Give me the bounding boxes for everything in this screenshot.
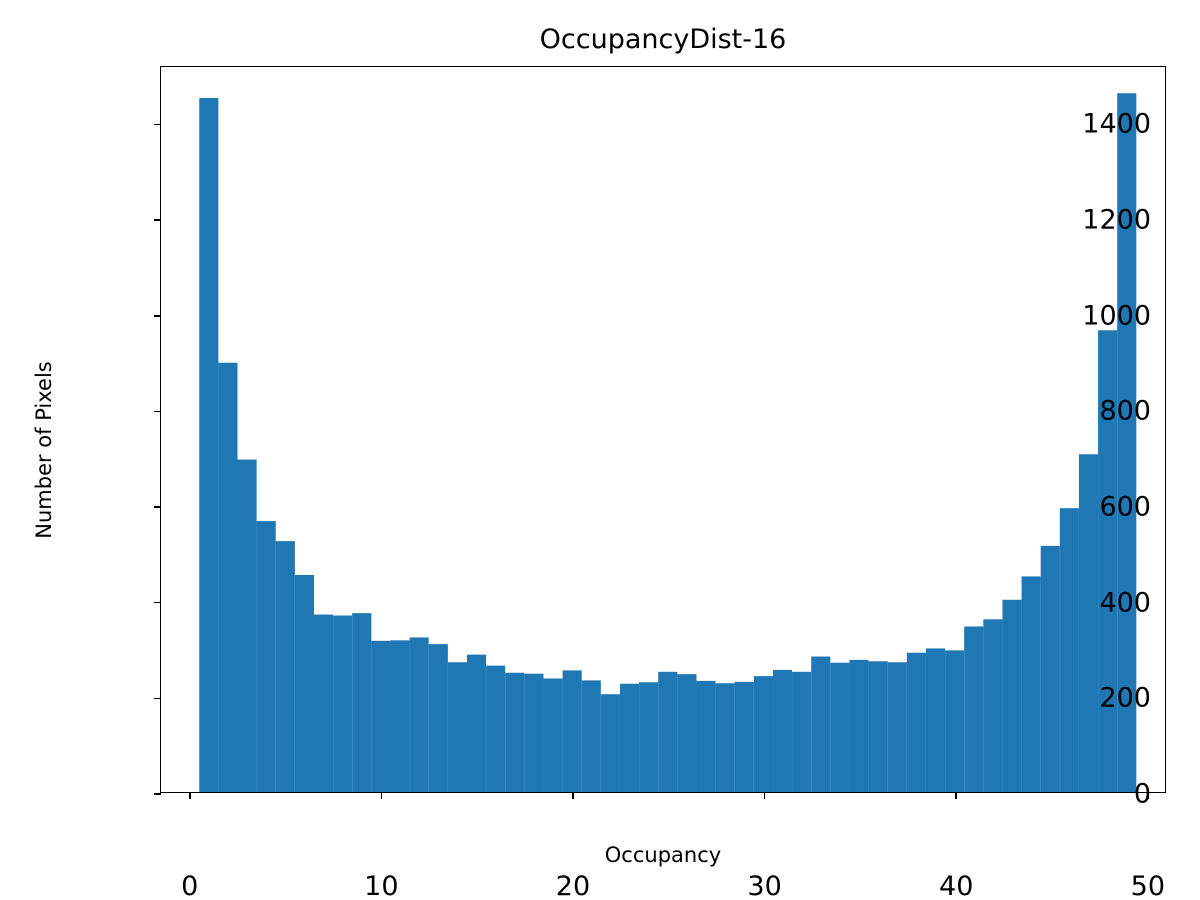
histogram-bar [352,613,372,792]
histogram-bar [906,652,926,792]
histogram-bar [772,669,793,792]
histogram-bar [1078,454,1099,792]
x-tick-label: 40 [939,871,974,900]
x-tick-label: 0 [181,871,199,900]
histogram-bar [428,644,448,792]
x-tick-label: 10 [364,871,399,900]
y-tick-mark [154,410,161,413]
histogram-bar [964,626,984,792]
histogram-bar [753,676,773,792]
histogram-bar [639,682,659,792]
chart-title: OccupancyDist-16 [539,24,787,55]
histogram-bar [409,637,429,792]
y-tick-label: 400 [1099,587,1151,619]
histogram-bar [447,662,467,792]
histogram-bar [1021,576,1041,792]
plot-axes: 0 200 400 600 800 1000 1200 1400 0 10 20 30 40 50 [154,66,1166,900]
histogram-bar [619,683,640,792]
x-tick-label: 30 [747,871,782,900]
histogram-bar [256,521,276,792]
histogram-bar [275,541,295,792]
y-tick-mark [154,314,161,317]
histogram-bar [524,673,544,792]
x-axis-label: Occupancy [604,843,722,867]
histogram-bar [1040,545,1060,792]
y-tick-label: 1200 [1082,204,1151,236]
x-tick-mark [188,792,191,799]
histogram-bar [715,683,735,792]
histogram-bar [237,459,257,792]
x-tick-mark [1147,792,1149,799]
histogram-bar [658,671,678,792]
y-tick-mark [154,697,161,700]
histogram-bar [600,694,620,792]
histogram-bar [466,654,487,792]
histogram-bar [925,648,946,792]
histogram-bar [945,650,965,792]
histogram-bar [543,678,563,792]
histogram-bar [811,656,831,792]
histogram-bar [696,680,716,792]
y-tick-label: 1400 [1082,108,1151,140]
y-axis-label: Number of Pixels [32,361,56,539]
y-tick-label: 1000 [1082,300,1151,332]
x-tick-label: 50 [1130,871,1166,900]
histogram-bar [562,670,582,792]
histogram-bar [581,680,601,792]
plot-area [161,67,1165,792]
histogram-bar [849,659,869,792]
histogram-bar [333,615,353,792]
histogram-bars [199,93,1137,792]
x-tick-mark [572,792,574,799]
histogram-bar [1117,93,1137,792]
histogram-bar [371,640,391,792]
histogram-bar [1059,508,1079,792]
y-tick-mark [154,219,161,221]
histogram-bar [390,640,410,792]
histogram-bar [218,362,238,792]
histogram-bar [1002,599,1022,792]
histogram-bar [199,98,219,792]
x-tick-mark [380,792,383,799]
x-tick-mark [955,792,957,799]
histogram-bar [677,674,697,792]
histogram-bar [505,672,525,792]
y-tick-label: 800 [1099,395,1151,427]
y-tick-mark [154,123,161,126]
x-tick-mark [763,792,766,799]
y-tick-mark [154,601,161,604]
y-tick-label: 600 [1099,491,1151,523]
y-tick-label: 0 [1133,778,1151,810]
x-tick-label: 20 [555,871,591,900]
histogram-bar [887,662,907,792]
histogram-bar [868,661,888,792]
histogram-bar [294,574,314,792]
histogram-bar [983,619,1003,792]
histogram-bar [313,614,334,792]
histogram-bar [1098,330,1118,792]
histogram-bar [792,671,812,792]
y-tick-label: 200 [1099,682,1151,714]
histogram-bar [486,665,506,792]
histogram-bar [734,681,754,792]
y-tick-mark [154,793,161,795]
histogram-bar [830,662,850,792]
y-tick-mark [154,506,161,508]
